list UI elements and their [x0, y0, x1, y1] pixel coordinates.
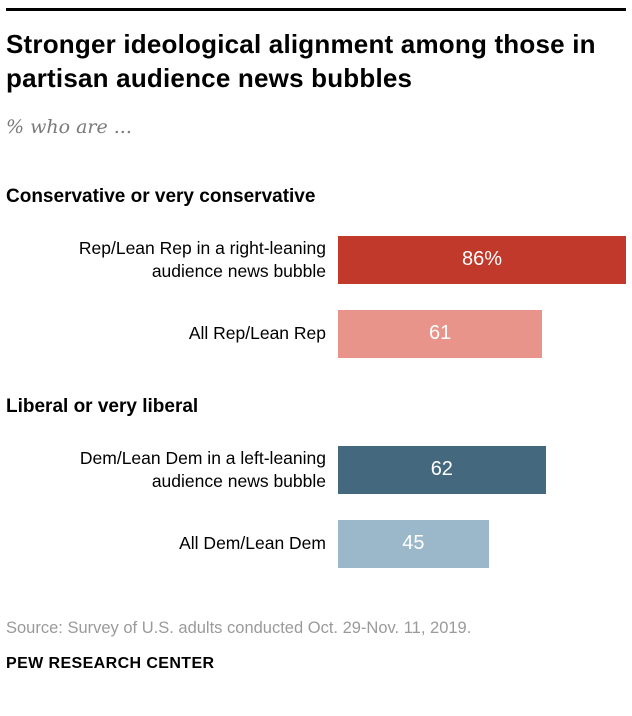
brand-footer: PEW RESEARCH CENTER — [6, 655, 215, 673]
bar-value-all-dem: 45 — [402, 532, 425, 555]
bar-track: 45 — [338, 519, 626, 568]
bar-rep-bubble: 86% — [338, 235, 626, 284]
bar-label-dem-bubble: Dem/Lean Dem in a left-leaning audience … — [79, 447, 326, 491]
bar-all-dem: 45 — [338, 519, 489, 568]
bar-label-all-rep: All Rep/Lean Rep — [188, 323, 326, 344]
bar-row-all-dem: All Dem/Lean Dem 45 — [6, 519, 626, 568]
bar-row-dem-bubble: Dem/Lean Dem in a left-leaning audience … — [6, 445, 626, 494]
bar-track: 62 — [338, 445, 626, 494]
bar-all-rep: 61 — [338, 309, 543, 358]
bar-track: 86% — [338, 235, 626, 284]
bar-row-all-rep: All Rep/Lean Rep 61 — [6, 309, 626, 358]
section-header-conservative: Conservative or very conservative — [6, 185, 316, 207]
bar-row-rep-bubble: Rep/Lean Rep in a right-leaning audience… — [6, 235, 626, 284]
bar-track: 61 — [338, 309, 626, 358]
bar-value-all-rep: 61 — [429, 322, 452, 345]
bar-value-rep-bubble: 86% — [461, 248, 503, 271]
section-header-liberal: Liberal or very liberal — [6, 395, 199, 417]
top-rule — [6, 8, 626, 11]
chart-subtitle: % who are ... — [6, 115, 132, 138]
page-title: Stronger ideological alignment among tho… — [6, 29, 596, 94]
bar-label-rep-bubble: Rep/Lean Rep in a right-leaning audience… — [78, 237, 326, 281]
bar-dem-bubble: 62 — [338, 445, 546, 494]
bar-label-all-dem: All Dem/Lean Dem — [179, 533, 326, 554]
bar-value-dem-bubble: 62 — [430, 458, 453, 481]
source-note: Source: Survey of U.S. adults conducted … — [6, 618, 472, 637]
